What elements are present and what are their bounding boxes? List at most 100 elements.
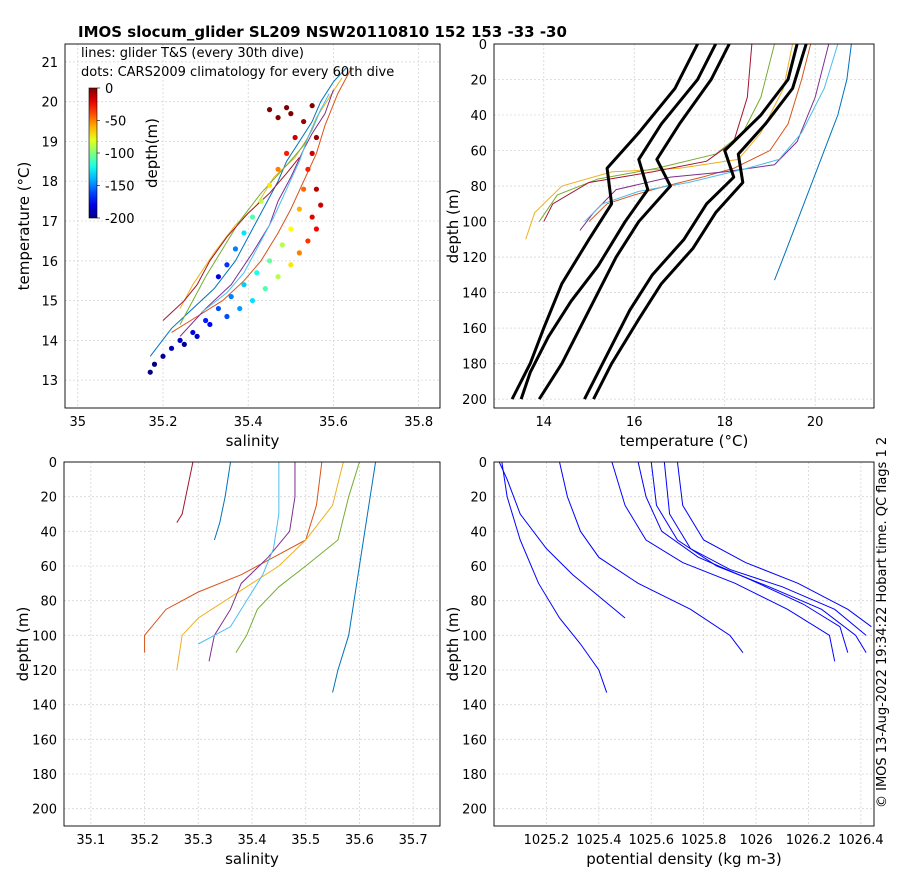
climatology-dot — [262, 286, 268, 292]
y-tick-label: 19 — [41, 135, 58, 150]
plot-area — [498, 462, 872, 693]
x-tick-label: 35.6 — [319, 415, 348, 430]
climatology-dot — [301, 118, 307, 125]
y-tick-label: 140 — [462, 699, 487, 714]
y-tick-label: 20 — [470, 491, 487, 506]
colorbar-tick-label: -100 — [105, 147, 135, 162]
y-tick-label: 20 — [470, 74, 487, 89]
glider-profile-line — [611, 462, 836, 662]
glider-profile-line — [213, 462, 232, 541]
x-axis-label: temperature (°C) — [620, 432, 749, 450]
glider-ts-line — [171, 69, 351, 333]
climatology-profile-line — [537, 44, 731, 400]
y-tick-label: 180 — [32, 768, 57, 783]
grid — [494, 43, 874, 408]
climatology-dot — [283, 150, 290, 156]
y-axis-label: temperature (°C) — [15, 162, 33, 291]
glider-profile-line — [501, 462, 608, 693]
x-tick-label: 1025.8 — [681, 833, 727, 848]
x-tick-label: 35.4 — [238, 833, 267, 848]
climatology-profile-line — [592, 44, 808, 400]
climatology-dot — [249, 297, 256, 304]
y-tick-label: 200 — [462, 393, 487, 408]
x-tick-label: 14 — [535, 415, 552, 430]
climatology-dot — [207, 321, 213, 328]
y-tick-label: 0 — [479, 456, 487, 471]
climatology-dot — [275, 274, 281, 280]
climatology-dot — [318, 202, 324, 208]
y-tick-label: 0 — [49, 456, 57, 471]
y-tick-label: 13 — [41, 374, 58, 389]
climatology-dot — [258, 198, 264, 204]
axes-frame — [64, 43, 441, 409]
colorbar-tick-label: -200 — [105, 212, 135, 227]
x-tick-label: 1026.2 — [786, 833, 832, 848]
climatology-dot — [181, 341, 187, 347]
glider-ts-line — [162, 157, 300, 321]
x-axis-label: salinity — [226, 432, 280, 450]
y-tick-label: 40 — [470, 109, 487, 124]
y-tick-label: 100 — [462, 629, 487, 644]
y-tick-label: 120 — [462, 664, 487, 679]
climatology-dot — [249, 214, 256, 220]
climatology-dot — [151, 361, 158, 367]
climatology-dot — [190, 329, 196, 336]
x-tick-label: 1025.2 — [524, 833, 570, 848]
y-tick-label: 80 — [470, 595, 487, 610]
x-tick-label: 35.2 — [130, 833, 159, 848]
climatology-dot — [147, 369, 153, 375]
climatology-dot — [313, 134, 320, 141]
colorbar-label: depth(m) — [143, 118, 161, 188]
y-tick-label: 120 — [462, 251, 487, 266]
climatology-profile-line — [510, 44, 699, 400]
climatology-profile-line — [583, 44, 799, 400]
x-tick-label: 18 — [716, 415, 733, 430]
glider-profile-line — [525, 44, 794, 240]
climatology-dot — [228, 294, 234, 300]
climatology-dot — [203, 317, 209, 324]
x-tick-label: 20 — [807, 415, 824, 430]
glider-profile-line — [774, 44, 852, 281]
climatology-dot — [305, 166, 311, 172]
climatology-dot — [283, 105, 290, 111]
climatology-dot — [194, 333, 200, 339]
axes-frame — [493, 461, 875, 827]
climatology-dot — [305, 238, 311, 244]
x-tick-label: 35.4 — [234, 415, 263, 430]
glider-profile-line — [176, 462, 194, 523]
x-tick-label: 1026 — [740, 833, 773, 848]
y-tick-label: 80 — [40, 595, 57, 610]
colorbar-tick-label: -150 — [105, 180, 135, 195]
plot-area — [144, 462, 377, 693]
climatology-dot — [254, 270, 260, 276]
glider-profile-line — [176, 462, 344, 671]
glider-ts-line — [201, 93, 330, 313]
y-tick-label: 16 — [41, 255, 58, 270]
climatology-dot — [296, 206, 302, 212]
climatology-dot — [237, 305, 243, 312]
climatology-dot — [275, 114, 281, 121]
climatology-dot — [292, 134, 298, 141]
x-tick-label: 35.7 — [399, 833, 428, 848]
y-tick-label: 40 — [470, 525, 487, 540]
y-tick-label: 140 — [32, 699, 57, 714]
climatology-dot — [288, 226, 294, 232]
x-tick-label: 35.1 — [76, 833, 105, 848]
glider-profile-line — [650, 462, 867, 653]
x-tick-label: 35.5 — [291, 833, 320, 848]
climatology-dot — [309, 103, 315, 109]
glider-profile-line — [208, 462, 296, 662]
y-axis-label: depth (m) — [14, 607, 32, 682]
colorbar: 0 -50 -100 -150 -200 depth(m) — [88, 82, 161, 227]
climatology-dot — [215, 274, 222, 280]
y-tick-label: 20 — [40, 491, 57, 506]
climatology-dot — [224, 262, 230, 268]
y-tick-label: 100 — [462, 216, 487, 231]
axes-frame — [493, 43, 875, 409]
legend-dots-text: dots: CARS2009 climatology for every 60t… — [81, 65, 394, 80]
glider-profile-line — [538, 44, 775, 222]
x-axis-label: potential density (kg m-3) — [586, 850, 782, 868]
y-tick-label: 180 — [462, 358, 487, 373]
climatology-dot — [288, 111, 294, 117]
